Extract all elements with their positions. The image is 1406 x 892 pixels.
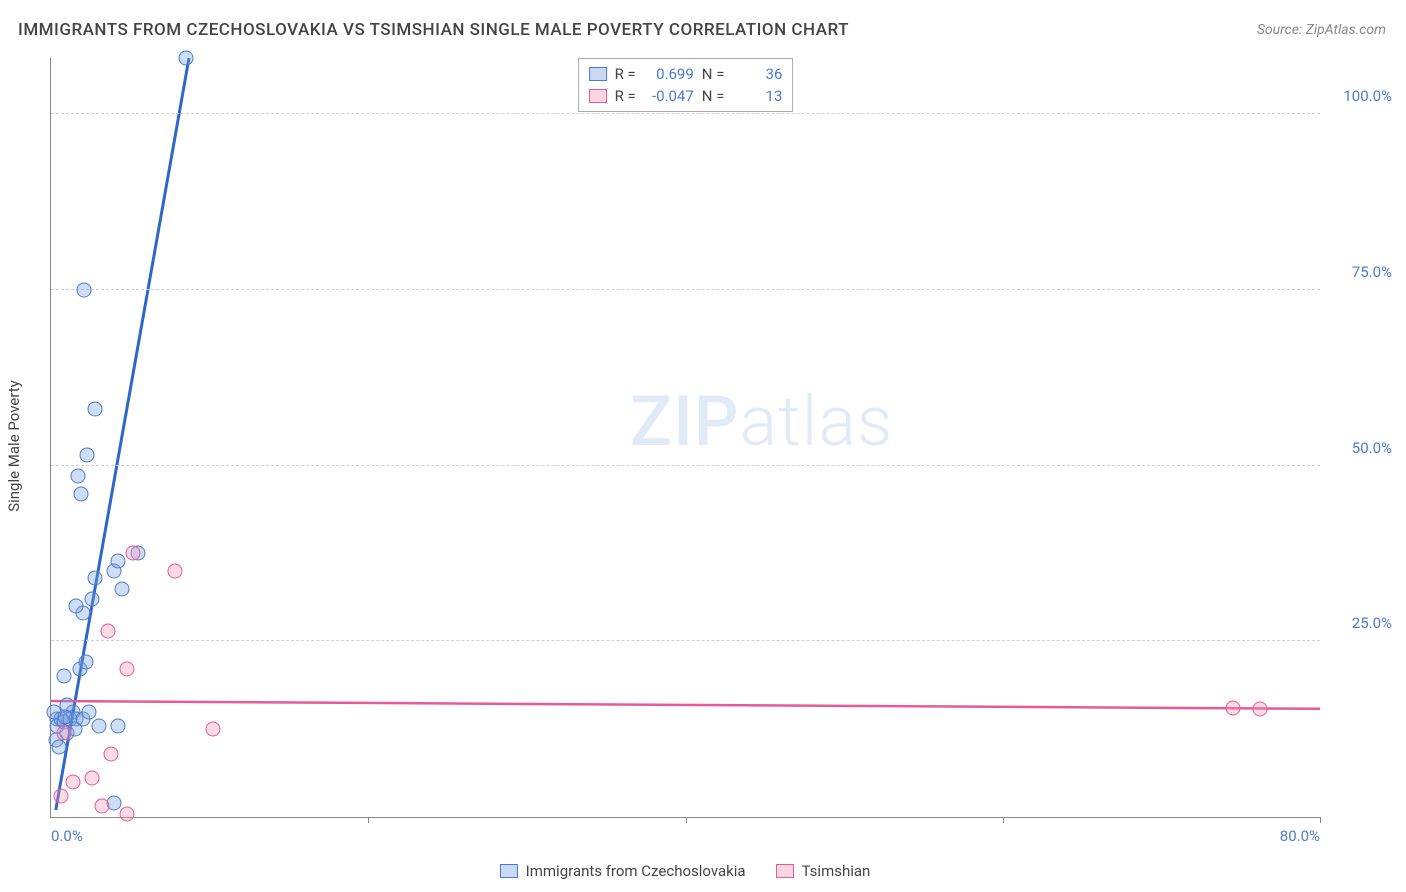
n-label: N =: [702, 87, 725, 105]
scatter-point: [82, 704, 97, 719]
watermark: ZIPatlas: [630, 381, 894, 463]
scatter-point: [110, 553, 125, 568]
legend-row-pink: R = -0.047 N = 13: [589, 85, 783, 107]
scatter-point: [80, 448, 95, 463]
n-value-pink: 13: [732, 87, 782, 105]
gridline-h: [51, 465, 1320, 466]
scatter-point: [120, 662, 135, 677]
scatter-point: [53, 788, 68, 803]
scatter-point: [205, 722, 220, 737]
scatter-point: [77, 282, 92, 297]
xtick-mark: [1003, 817, 1004, 823]
xtick-label: 80.0%: [1280, 827, 1320, 845]
r-label: R =: [615, 65, 636, 83]
chart-title: IMMIGRANTS FROM CZECHOSLOVAKIA VS TSIMSH…: [18, 20, 849, 40]
scatter-point: [69, 599, 84, 614]
scatter-point: [91, 718, 106, 733]
gridline-h: [51, 289, 1320, 290]
scatter-point: [126, 546, 141, 561]
xtick-mark: [368, 817, 369, 823]
gridline-h: [51, 113, 1320, 114]
swatch-blue-icon: [500, 864, 518, 878]
trend-lines: [51, 58, 1320, 817]
scatter-point: [101, 623, 116, 638]
series-label-pink: Tsimshian: [802, 862, 871, 880]
r-value-pink: -0.047: [644, 87, 694, 105]
scatter-point: [1252, 702, 1267, 717]
y-axis-label: Single Male Poverty: [5, 380, 23, 512]
gridline-h: [51, 640, 1320, 641]
xtick-mark: [686, 817, 687, 823]
series-legend: Immigrants from Czechoslovakia Tsimshian: [50, 862, 1320, 880]
scatter-point: [178, 51, 193, 66]
scatter-point: [104, 746, 119, 761]
scatter-point: [70, 469, 85, 484]
scatter-point: [1225, 701, 1240, 716]
scatter-point: [85, 771, 100, 786]
scatter-point: [85, 592, 100, 607]
scatter-point: [110, 718, 125, 733]
legend-item-pink: Tsimshian: [776, 862, 871, 880]
xtick-mark: [1320, 817, 1321, 823]
scatter-point: [56, 669, 71, 684]
swatch-pink-icon: [589, 89, 607, 103]
scatter-point: [66, 774, 81, 789]
series-label-blue: Immigrants from Czechoslovakia: [526, 862, 746, 880]
xtick-label: 0.0%: [51, 827, 83, 845]
scatter-point: [51, 739, 66, 754]
n-label: N =: [702, 65, 725, 83]
scatter-point: [120, 806, 135, 821]
chart-header: IMMIGRANTS FROM CZECHOSLOVAKIA VS TSIMSH…: [18, 20, 1386, 40]
scatter-point: [88, 402, 103, 417]
r-value-blue: 0.699: [644, 65, 694, 83]
scatter-point: [94, 799, 109, 814]
n-value-blue: 36: [732, 65, 782, 83]
scatter-point: [167, 564, 182, 579]
ytick-label: 75.0%: [1332, 263, 1392, 281]
scatter-point: [107, 795, 122, 810]
swatch-pink-icon: [776, 864, 794, 878]
plot-area: ZIPatlas R = 0.699 N = 36 R = -0.047 N =…: [50, 58, 1320, 818]
correlation-legend: R = 0.699 N = 36 R = -0.047 N = 13: [578, 58, 794, 112]
swatch-blue-icon: [589, 67, 607, 81]
chart-source: Source: ZipAtlas.com: [1257, 22, 1386, 38]
scatter-point: [56, 725, 71, 740]
scatter-point: [88, 571, 103, 586]
ytick-label: 100.0%: [1332, 87, 1392, 105]
legend-item-blue: Immigrants from Czechoslovakia: [500, 862, 746, 880]
scatter-point: [58, 710, 73, 725]
ytick-label: 50.0%: [1332, 439, 1392, 457]
r-label: R =: [615, 87, 636, 105]
scatter-point: [115, 581, 130, 596]
legend-row-blue: R = 0.699 N = 36: [589, 63, 783, 85]
scatter-point: [78, 655, 93, 670]
scatter-point: [74, 486, 89, 501]
ytick-label: 25.0%: [1332, 614, 1392, 632]
